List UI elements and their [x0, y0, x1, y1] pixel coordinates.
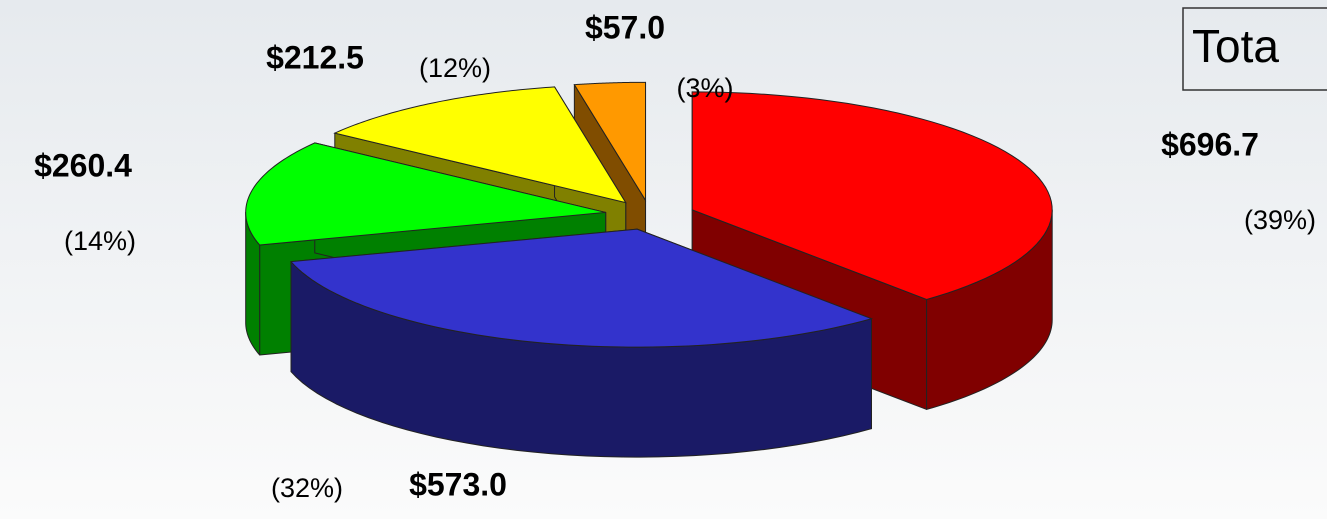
value-label: $57.0: [585, 9, 665, 45]
slice: [245, 142, 606, 246]
value-label: $260.4: [34, 147, 132, 183]
slice: [573, 81, 647, 203]
slice: [691, 91, 1053, 300]
slice: [333, 86, 627, 204]
value-label: $573.0: [409, 466, 507, 502]
total-box: [1182, 7, 1327, 91]
percent-label: (39%): [1244, 205, 1316, 235]
value-label: $212.5: [266, 39, 364, 75]
total-label: Tota: [1192, 20, 1279, 72]
pie: [245, 81, 1053, 458]
percent-label: (14%): [64, 226, 136, 256]
percent-label: (32%): [271, 473, 343, 503]
slice: [289, 228, 874, 348]
percent-label: (12%): [419, 53, 491, 83]
value-label: $696.7: [1161, 126, 1259, 162]
percent-label: (3%): [676, 73, 733, 103]
